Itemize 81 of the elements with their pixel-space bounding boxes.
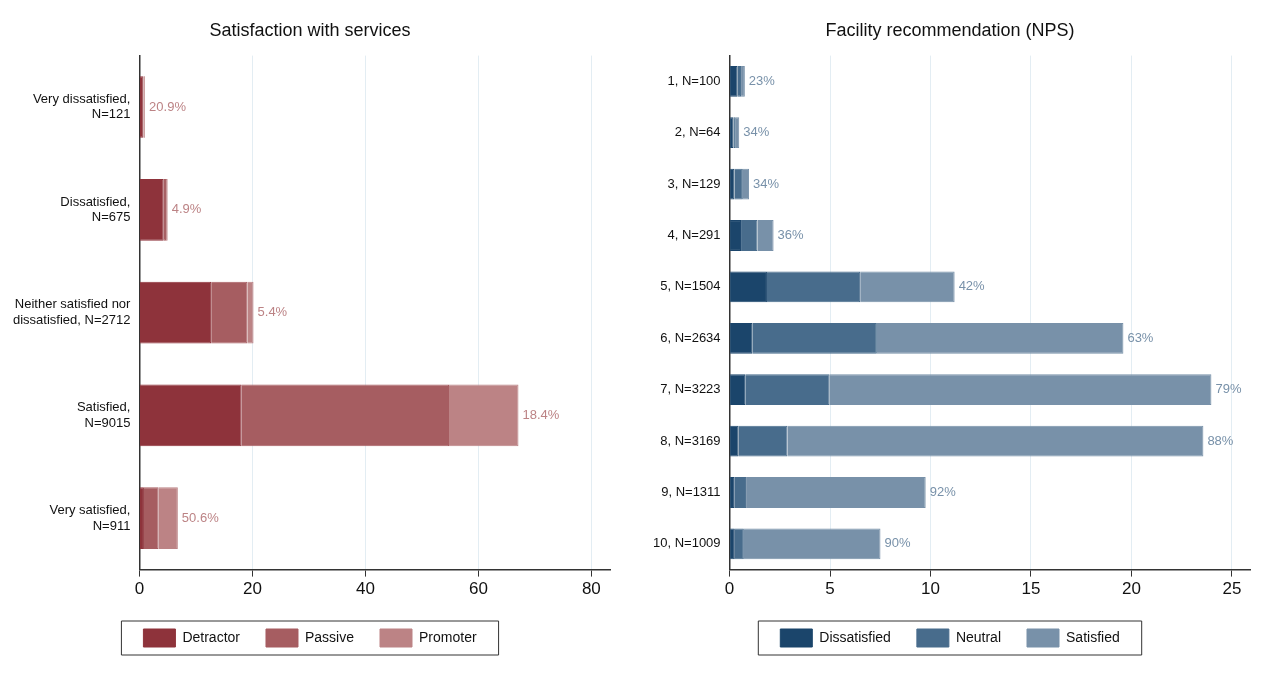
x-tick-label: 0 (134, 579, 145, 599)
bar (449, 384, 519, 447)
y-tick-label: Neither satisfied nor dissatisfied, N=2712 (12, 296, 132, 327)
y-tick-label: 7, N=3223 (660, 381, 721, 397)
bar (746, 477, 926, 508)
bar (745, 374, 830, 406)
bar (730, 322, 753, 354)
y-tick-label: 9, N=1311 (661, 484, 721, 500)
y-tick-label: 2, N=64 (674, 124, 721, 140)
bar (860, 271, 955, 303)
bar (241, 384, 449, 447)
bar (730, 65, 738, 97)
legend-label: Dissatisfied (819, 628, 891, 645)
annotation: 50.6% (181, 509, 220, 525)
annotation: 4.9% (171, 201, 202, 217)
legend-label: Satisfied (1066, 628, 1120, 645)
bar (211, 281, 248, 344)
annotation: 5.4% (257, 304, 288, 320)
x-tick-label: 10 (921, 579, 940, 599)
x-tick-label: 25 (1222, 579, 1242, 599)
y-tick-label: Very dissatisfied, N=121 (32, 90, 131, 122)
legend-label: Detractor (182, 628, 241, 645)
chart-title: Facility recommendation (NPS) (825, 19, 1075, 40)
y-tick-label: Very satisfied, N=911 (49, 501, 131, 533)
x-tick-label: 60 (468, 579, 488, 599)
y-tick-label: 6, N=2634 (660, 329, 721, 345)
bar (742, 168, 750, 200)
y-tick-label: Satisfied, N=9015 (76, 399, 131, 430)
bar (139, 487, 144, 550)
annotation: 92% (929, 484, 957, 500)
bar (738, 425, 788, 457)
annotation: 23% (748, 72, 776, 88)
legend-label: Passive (304, 628, 355, 645)
x-tick-label: 15 (1021, 579, 1041, 599)
bar (730, 425, 739, 457)
y-tick-label: 4, N=291 (667, 227, 721, 243)
x-tick-label: 20 (242, 579, 262, 599)
bar (139, 281, 212, 344)
bar (143, 487, 159, 550)
y-tick-label: 10, N=1009 (652, 535, 721, 551)
bar (730, 374, 746, 406)
bar (757, 220, 774, 251)
y-tick-label: 3, N=129 (667, 175, 721, 191)
bar (734, 477, 747, 508)
x-tick-label: 0 (724, 579, 735, 599)
chart-title: Satisfaction with services (209, 19, 411, 40)
x-tick-label: 40 (355, 579, 375, 599)
bar (734, 528, 744, 560)
bar (734, 168, 743, 200)
bar (139, 384, 242, 447)
bar (743, 528, 881, 560)
annotation: 36% (777, 227, 805, 243)
x-tick-label: 5 (825, 579, 835, 599)
bar (730, 220, 742, 251)
annotation: 79% (1215, 381, 1242, 397)
bar (730, 271, 767, 303)
bar (766, 271, 861, 303)
y-tick-label: Dissatisfied, N=675 (60, 193, 131, 225)
annotation: 20.9% (149, 98, 187, 114)
annotation: 90% (884, 535, 911, 551)
bar (787, 425, 1204, 457)
bar (247, 281, 254, 344)
bar (741, 220, 758, 251)
y-tick-label: 8, N=3169 (660, 432, 721, 448)
y-tick-label: 1, N=100 (667, 72, 721, 88)
legend-label: Promoter (419, 628, 477, 645)
x-tick-label: 20 (1121, 579, 1141, 599)
bar (876, 322, 1124, 354)
annotation: 63% (1127, 329, 1154, 345)
bar (139, 178, 164, 241)
annotation: 88% (1207, 432, 1234, 448)
bar (752, 322, 877, 354)
x-tick-label: 80 (581, 579, 601, 599)
annotation: 34% (743, 124, 770, 140)
bar (158, 487, 178, 550)
bar (829, 374, 1212, 406)
legend-label: Neutral (955, 628, 1002, 645)
y-tick-label: 5, N=1504 (660, 278, 721, 294)
annotation: 42% (958, 278, 986, 294)
annotation: 18.4% (522, 406, 560, 422)
annotation: 34% (753, 175, 780, 191)
